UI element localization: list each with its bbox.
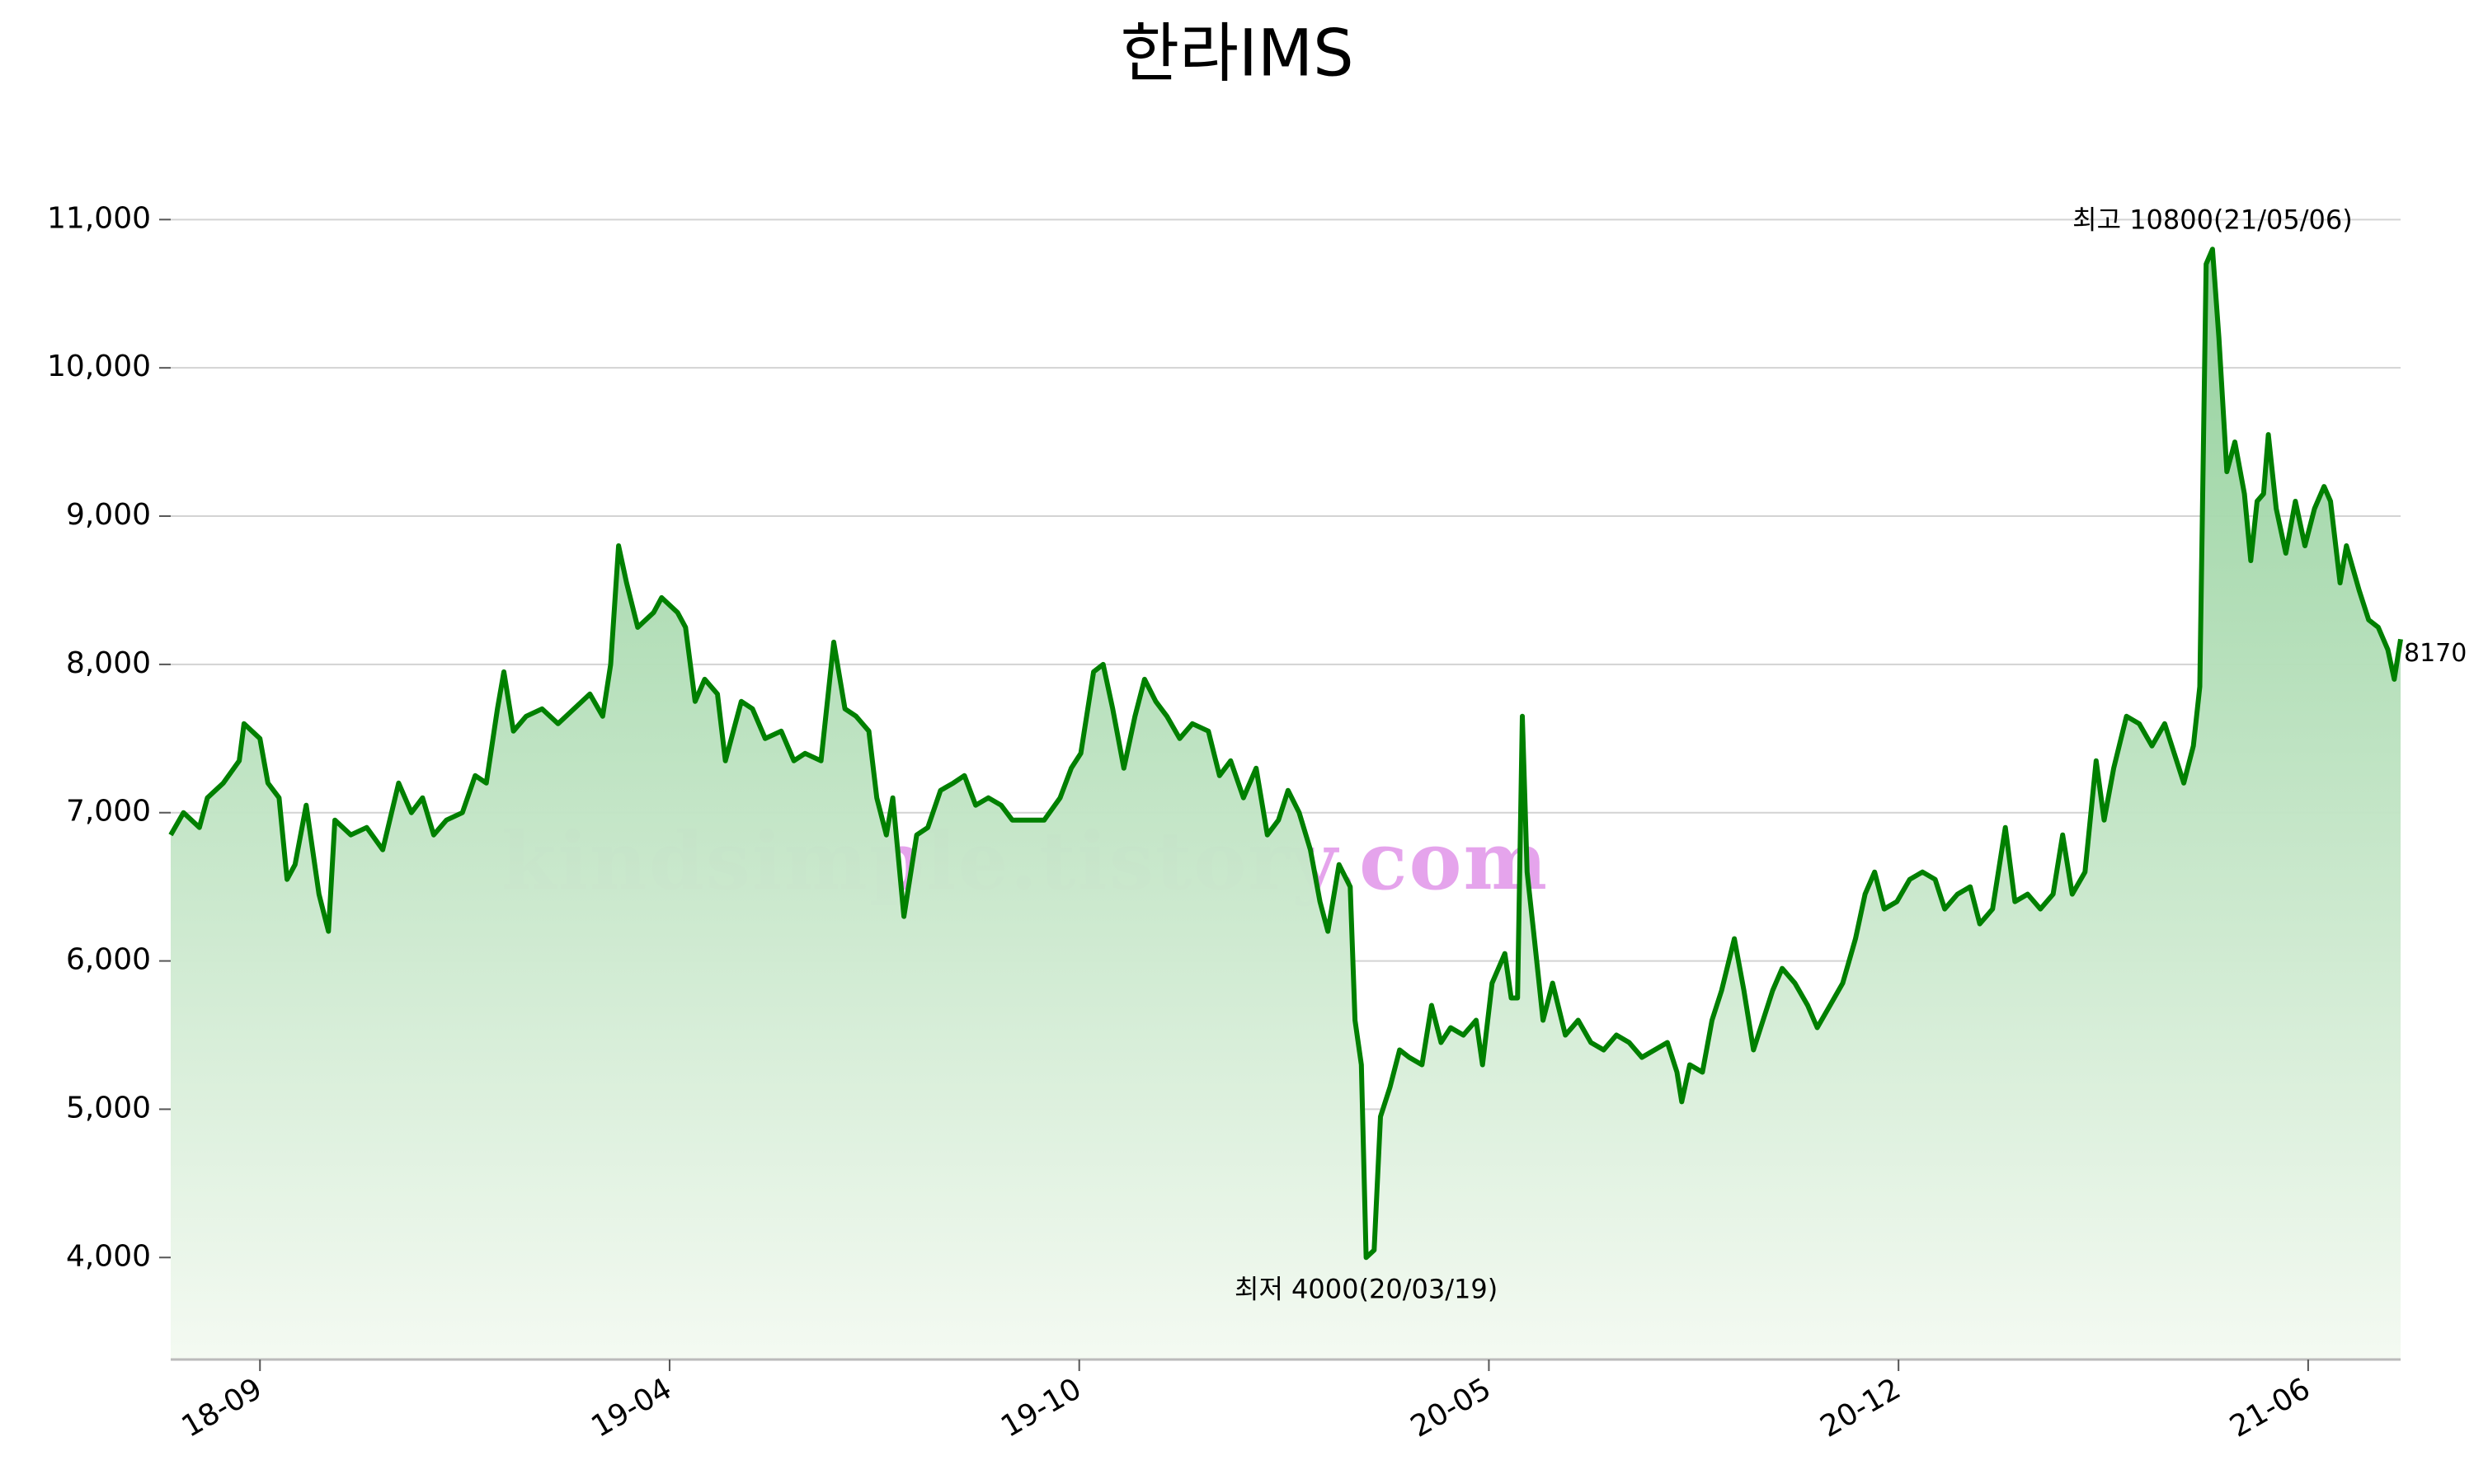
annotation: 최고 10800(21/05/06) <box>2072 204 2353 235</box>
x-tick-label: 20-12 <box>1815 1372 1907 1444</box>
y-tick-label: 10,000 <box>47 350 151 383</box>
x-tick-label: 20-05 <box>1405 1372 1497 1444</box>
line <box>168 247 2403 1261</box>
y-tick-label: 7,000 <box>66 795 151 829</box>
y-tick-label: 6,000 <box>66 943 151 977</box>
y-tick-label: 4,000 <box>66 1239 151 1273</box>
x-tick-label: 19-04 <box>586 1372 677 1444</box>
annotation: 최저 4000(20/03/19) <box>1235 1273 1498 1304</box>
chart-title: 한라IMS <box>1120 16 1353 91</box>
y-tick-label: 11,000 <box>47 201 151 235</box>
x-tick-label: 21-06 <box>2224 1372 2316 1444</box>
x-tick-label: 18-09 <box>176 1372 268 1444</box>
y-tick-label: 8,000 <box>66 646 151 680</box>
y-tick-label: 9,000 <box>66 498 151 532</box>
end-value-label: 8170 <box>2404 639 2467 668</box>
y-tick-label: 5,000 <box>66 1091 151 1125</box>
x-tick-label: 19-10 <box>995 1372 1087 1444</box>
